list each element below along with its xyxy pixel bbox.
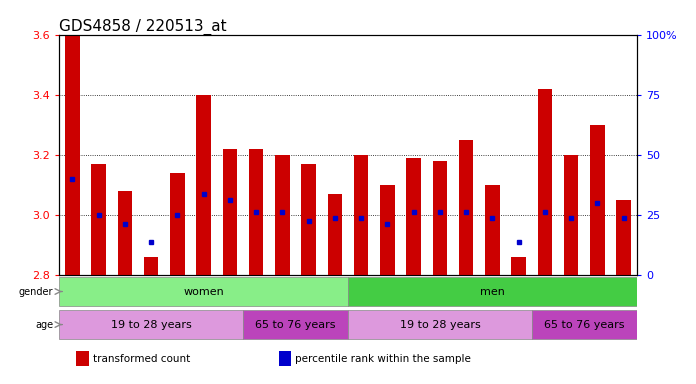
Text: women: women: [183, 286, 224, 296]
Bar: [590, 125, 605, 275]
Text: age: age: [35, 319, 54, 329]
Bar: [144, 257, 158, 275]
Bar: [538, 89, 552, 275]
Bar: [170, 173, 184, 275]
Text: GDS4858 / 220513_at: GDS4858 / 220513_at: [59, 18, 227, 35]
Bar: [77, 351, 89, 366]
Bar: [91, 164, 106, 275]
Bar: [459, 140, 473, 275]
Text: transformed count: transformed count: [93, 354, 190, 364]
Text: 19 to 28 years: 19 to 28 years: [400, 319, 480, 329]
Bar: [65, 35, 79, 275]
Bar: [196, 95, 211, 275]
Text: 19 to 28 years: 19 to 28 years: [111, 319, 191, 329]
Text: percentile rank within the sample: percentile rank within the sample: [295, 354, 470, 364]
Bar: [275, 155, 290, 275]
Bar: [380, 185, 395, 275]
Bar: [243, 310, 348, 339]
Bar: [348, 310, 532, 339]
Bar: [249, 149, 263, 275]
Bar: [328, 194, 342, 275]
Bar: [301, 164, 316, 275]
Bar: [118, 191, 132, 275]
Bar: [348, 276, 637, 306]
Text: gender: gender: [19, 286, 54, 296]
Bar: [406, 158, 421, 275]
Bar: [278, 351, 292, 366]
Text: 65 to 76 years: 65 to 76 years: [544, 319, 624, 329]
Bar: [617, 200, 631, 275]
Bar: [485, 185, 500, 275]
Text: 65 to 76 years: 65 to 76 years: [255, 319, 335, 329]
Bar: [223, 149, 237, 275]
Bar: [532, 310, 637, 339]
Bar: [433, 161, 447, 275]
Text: men: men: [480, 286, 505, 296]
Bar: [564, 155, 578, 275]
Bar: [59, 276, 348, 306]
Bar: [512, 257, 526, 275]
Bar: [59, 310, 243, 339]
Bar: [354, 155, 368, 275]
